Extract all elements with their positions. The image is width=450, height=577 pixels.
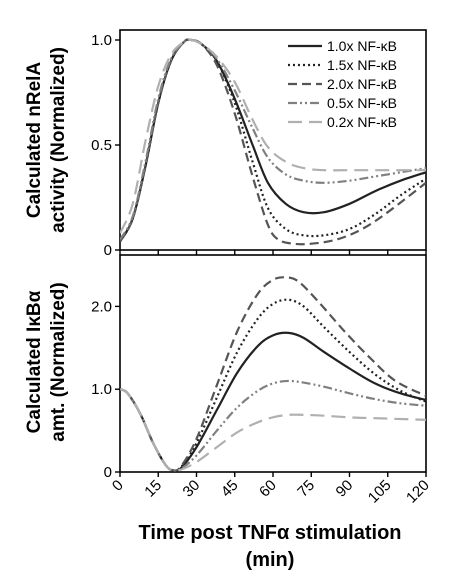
xtick-label: 45 xyxy=(218,477,242,501)
ytick-label-ikba: 0 xyxy=(104,464,112,481)
xtick-label: 90 xyxy=(333,477,357,501)
series-line-ikba-0 xyxy=(120,331,426,472)
legend: 1.0x NF-κB 1.5x NF-κB 2.0x NF-κB 0.5x NF-κB… xyxy=(288,38,397,130)
series-line-ikba-3 xyxy=(120,379,426,472)
series-line-ikba-1 xyxy=(120,298,426,472)
ylabel-nrela-line2: activity (Normalized) xyxy=(48,47,69,233)
xlabel-line1: Time post TNFα stimulation xyxy=(138,522,401,544)
xtick-label: 105 xyxy=(365,477,395,507)
legend-label: 1.5x NF-κB xyxy=(327,57,397,73)
ytick-label-nrela: 0.5 xyxy=(91,137,112,154)
xtick-label: 0 xyxy=(109,477,127,495)
ylabel-ikba-line2: amt. (Normalized) xyxy=(48,282,69,441)
legend-label: 0.2x NF-κB xyxy=(327,114,397,130)
ylabel-nrela-line1: Calculated nRelA xyxy=(24,62,45,219)
series-line-ikba-4 xyxy=(120,388,426,472)
series-line-nrela-4 xyxy=(120,38,426,234)
ytick-label-ikba: 2.0 xyxy=(91,298,112,315)
legend-label: 2.0x NF-κB xyxy=(327,76,397,92)
legend-label: 0.5x NF-κB xyxy=(327,95,397,111)
xlabel-line2: (min) xyxy=(246,549,295,571)
xtick-label: 75 xyxy=(294,477,318,501)
xtick-label: 60 xyxy=(256,477,280,501)
xtick-label: 120 xyxy=(403,477,433,507)
xtick-label: 15 xyxy=(141,477,165,501)
series-line-nrela-3 xyxy=(120,38,426,241)
ytick-label-ikba: 1.0 xyxy=(91,381,112,398)
legend-label: 1.0x NF-κB xyxy=(327,38,397,54)
panel-nrela: 0 0.5 1.0 1.0x NF-κB 1.5x NF-κB 2.0x NF-κB 0.5… xyxy=(91,29,427,259)
panel-ikba: 0 1.0 2.0 0 15 30 45 60 75 90 105 120 xyxy=(91,254,433,507)
series-line-ikba-2 xyxy=(120,276,426,472)
xtick-label: 30 xyxy=(180,477,204,501)
plot-frame-ikba xyxy=(119,254,427,473)
ytick-label-nrela: 1.0 xyxy=(91,32,112,49)
ylabel-ikba-line1: Calculated IκBα xyxy=(24,290,45,433)
ytick-label-nrela: 0 xyxy=(104,242,112,259)
series-line-nrela-2 xyxy=(120,38,426,246)
